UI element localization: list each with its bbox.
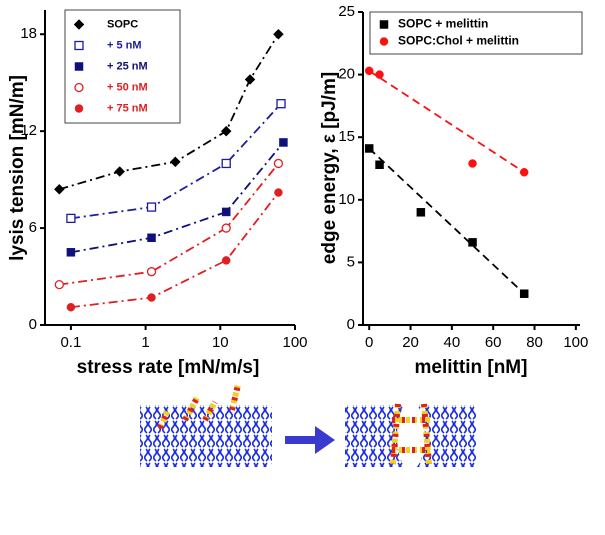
legend-label: + 25 nM [107,60,148,72]
y-tick-label: 5 [347,253,355,270]
data-point [364,66,374,76]
x-axis-title: melittin [nM] [415,357,528,378]
y-tick-label: 25 [338,3,355,20]
data-point [53,183,65,195]
data-point [364,144,374,153]
data-point [279,138,288,147]
legend-marker [379,20,389,29]
x-tick-label: 100 [282,334,307,351]
data-point [66,248,76,257]
legend-label: + 75 nM [107,102,148,114]
x-tick-label: 10 [212,334,229,351]
series-line [368,147,525,295]
membrane-before [140,405,272,467]
data-point [146,202,157,212]
y-tick-label: 15 [338,128,355,145]
data-point [114,166,126,177]
data-point [169,156,181,168]
data-point [276,99,286,109]
peptide [390,403,432,465]
y-tick-label: 12 [20,122,37,139]
series-line [70,191,280,309]
legend-marker [74,104,84,113]
series-line [59,33,280,191]
data-point [66,213,76,224]
y-tick-label: 6 [29,219,37,236]
y-tick-label: 0 [29,316,37,333]
peptide [157,384,241,430]
legend-marker [74,82,84,93]
x-tick-label: 60 [485,334,502,351]
legend-label: SOPC + melittin [398,17,488,31]
legend-label: SOPC [107,18,138,30]
series-line [70,103,282,220]
data-point [273,28,284,40]
data-point [147,293,156,302]
data-point [244,74,256,85]
legend-label: + 50 nM [107,81,148,93]
x-tick-label: 40 [444,334,461,351]
series-line [368,70,525,174]
data-point [221,158,231,169]
legend-marker [379,37,389,46]
data-point [519,289,529,298]
legend-label: + 5 nM [107,39,142,51]
peptide [157,384,241,430]
x-tick-label: 1 [141,334,149,351]
legend-box [64,9,181,124]
membrane-diagram [140,384,477,470]
legend-box [369,11,583,55]
legend-marker [74,62,84,71]
data-point [221,207,231,217]
y-tick-label: 20 [338,66,355,83]
x-axis-title: stress rate [mN/m/s] [77,357,260,378]
legend-marker [73,19,85,30]
x-tick-label: 0 [365,334,373,351]
legend-marker [74,40,84,51]
data-point [54,279,64,290]
x-tick-label: 20 [402,334,419,351]
x-tick-label: 80 [526,334,543,351]
series-line [59,162,280,286]
data-point [468,159,477,168]
data-point [221,223,231,233]
x-tick-label: 100 [563,334,588,351]
data-point [146,267,157,277]
series-line [70,141,285,254]
data-point [519,168,529,177]
data-point [416,208,426,217]
data-point [220,125,232,137]
y-tick-label: 10 [338,191,355,208]
pore [397,402,425,470]
y-axis-title: lysis tension [mN/m] [7,75,28,261]
x-tick-label: 0.1 [60,334,81,351]
data-point [221,256,231,265]
data-point [375,70,384,79]
y-axis-title: edge energy, ε [pJ/m] [319,72,340,264]
y-tick-label: 0 [347,316,355,333]
data-point [273,158,284,169]
data-point [147,233,156,243]
data-point [468,238,477,247]
data-point [375,160,384,169]
data-point [66,302,76,312]
data-point [274,188,283,197]
arrow [285,426,335,454]
y-tick-label: 18 [20,25,37,42]
legend-label: SOPC:Chol + melittin [398,34,519,48]
